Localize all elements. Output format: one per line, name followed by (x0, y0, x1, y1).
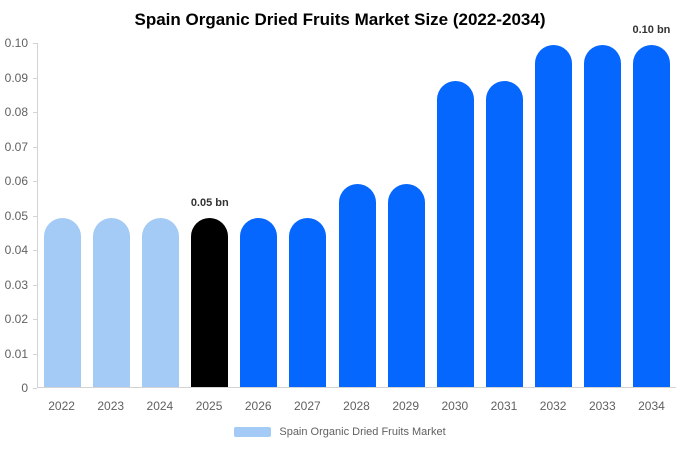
y-tick-mark (33, 250, 37, 251)
annotation-0.10-bn: 0.10 bn (632, 23, 671, 36)
bar-slot-2028 (332, 43, 381, 387)
bar-slot-2027 (283, 43, 332, 387)
bar-2026[interactable] (240, 218, 278, 387)
y-axis: 0 0.01 0.02 0.03 0.04 0.05 0.06 0.07 0.08 0.09 0.1… (0, 36, 37, 395)
y-tick-mark (33, 215, 37, 217)
y-tick-label-0.01: 0.01 (4, 346, 28, 361)
bar-2029[interactable] (387, 184, 425, 387)
y-tick-label-0.06: 0.06 (4, 174, 28, 188)
legend-label: Spain Organic Dried Fruits Market (279, 426, 446, 438)
y-tick-mark (33, 284, 37, 286)
legend-swatch (234, 427, 272, 437)
bar-slot-2033 (578, 43, 627, 387)
x-label-2026: 2026 (244, 399, 272, 413)
bar-slot-2031 (480, 43, 529, 387)
y-tick-mark (33, 112, 37, 113)
plot-area: 0.05 bn 0.10 bn (37, 24, 676, 388)
bar-2023[interactable] (93, 218, 131, 387)
y-tick-mark (33, 388, 37, 389)
y-tick-label-0.04: 0.04 (4, 243, 28, 257)
y-tick-mark (33, 353, 37, 355)
chart-title: Spain Organic Dried Fruits Market Size (… (134, 10, 546, 29)
x-label-2033: 2033 (588, 399, 616, 413)
x-label-2031: 2031 (490, 399, 518, 413)
y-tick-label-0.02: 0.02 (4, 312, 28, 326)
bar-slot-2024 (136, 43, 185, 387)
y-tick-mark (33, 43, 37, 44)
bar-2033[interactable] (583, 44, 621, 387)
bar-2024[interactable] (142, 218, 180, 387)
y-tick-label-0.10: 0.10 (4, 36, 28, 50)
bar-slot-2025 (185, 43, 234, 387)
bar-slot-2023 (87, 43, 136, 387)
bar-slot-2026 (234, 43, 283, 387)
legend-item[interactable]: Spain Organic Dried Fruits Market (0, 426, 680, 438)
y-tick-label-0: 0 (21, 381, 28, 395)
bar-slot-2029 (382, 43, 431, 387)
y-tick-label-0.09: 0.09 (4, 70, 28, 85)
y-tick-mark (33, 146, 37, 148)
bar-2027[interactable] (289, 218, 327, 387)
x-label-2027: 2027 (294, 399, 321, 413)
y-tick-label-0.05: 0.05 (4, 208, 28, 223)
bar-2030[interactable] (436, 80, 474, 387)
bar-2028[interactable] (338, 184, 376, 387)
x-label-2030: 2030 (441, 399, 469, 413)
y-tick-label-0.03: 0.03 (4, 277, 28, 292)
y-tick-mark (33, 77, 37, 79)
x-label-2028: 2028 (343, 399, 370, 413)
bar-2022[interactable] (44, 218, 82, 387)
bar-2034[interactable] (632, 44, 670, 387)
bar-2025[interactable] (191, 218, 229, 387)
y-tick-mark (33, 181, 37, 182)
x-label-2024: 2024 (146, 399, 174, 413)
bars (38, 43, 676, 387)
bar-2032[interactable] (534, 44, 572, 387)
x-label-2032: 2032 (539, 399, 567, 413)
x-label-2029: 2029 (392, 399, 420, 413)
x-label-2023: 2023 (97, 399, 125, 413)
x-axis-labels: 2022 2023 2024 2025 2026 2027 2028 2029 2030 2031… (37, 399, 676, 413)
bar-2031[interactable] (485, 80, 523, 387)
bar-slot-2030 (431, 43, 480, 387)
y-tick-label-0.07: 0.07 (4, 139, 28, 154)
y-tick-label-0.08: 0.08 (4, 105, 28, 119)
x-label-2025: 2025 (195, 399, 223, 413)
y-tick-mark (33, 319, 37, 320)
x-label-2034: 2034 (638, 399, 665, 413)
x-label-2022: 2022 (48, 399, 75, 413)
bar-slot-2034 (627, 43, 676, 387)
bar-slot-2032 (529, 43, 578, 387)
bar-slot-2022 (38, 43, 87, 387)
annotation-0.05-bn: 0.05 bn (190, 197, 229, 210)
